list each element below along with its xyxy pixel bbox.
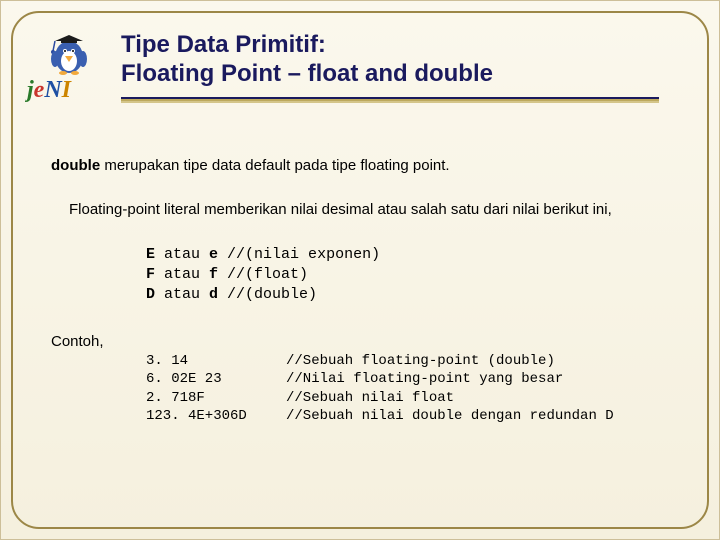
examples-block: Contoh, 3. 14//Sebuah floating-point (do… — [51, 333, 669, 425]
example-value: 6. 02E 23 — [146, 370, 286, 388]
literal-sym: d — [209, 286, 218, 303]
literal-sym: E — [146, 246, 155, 263]
example-label: Contoh, — [51, 333, 669, 350]
example-row: 2. 718F//Sebuah nilai float — [146, 389, 669, 407]
jeni-logo: jeNI — [25, 29, 105, 109]
example-value: 2. 718F — [146, 389, 286, 407]
literal-row: F atau f //(float) — [146, 265, 669, 285]
example-row: 6. 02E 23//Nilai floating-point yang bes… — [146, 370, 669, 388]
example-row: 123. 4E+306D//Sebuah nilai double dengan… — [146, 407, 669, 425]
literal-comment: //(nilai exponen) — [218, 246, 380, 263]
literal-comment: //(double) — [218, 286, 317, 303]
slide: jeNI Tipe Data Primitif: Floating Point … — [0, 0, 720, 540]
example-row: 3. 14//Sebuah floating-point (double) — [146, 352, 669, 370]
example-table: 3. 14//Sebuah floating-point (double)6. … — [146, 352, 669, 425]
title-underline — [121, 97, 659, 101]
literal-sym: D — [146, 286, 155, 303]
title-line-1: Tipe Data Primitif: — [121, 31, 659, 60]
content-area: double merupakan tipe data default pada … — [51, 156, 669, 425]
example-comment: //Sebuah nilai double dengan redundan D — [286, 407, 614, 425]
literal-sym: F — [146, 266, 155, 283]
paragraph-2: Floating-point literal memberikan nilai … — [51, 200, 669, 220]
literal-sym: f — [209, 266, 218, 283]
example-comment: //Nilai floating-point yang besar — [286, 370, 563, 388]
title-block: Tipe Data Primitif: Floating Point – flo… — [121, 31, 659, 101]
literal-comment: //(float) — [218, 266, 308, 283]
literal-mid: atau — [155, 286, 209, 303]
svg-text:jeNI: jeNI — [25, 77, 73, 103]
p1-bold: double — [51, 157, 100, 174]
title-line-2: Floating Point – float and double — [121, 60, 659, 89]
literal-row: E atau e //(nilai exponen) — [146, 245, 669, 265]
literal-row: D atau d //(double) — [146, 285, 669, 305]
literal-mid: atau — [155, 266, 209, 283]
literal-mid: atau — [155, 246, 209, 263]
example-value: 3. 14 — [146, 352, 286, 370]
example-comment: //Sebuah nilai float — [286, 389, 454, 407]
p1-rest: merupakan tipe data default pada tipe fl… — [100, 157, 449, 174]
literal-suffix-list: E atau e //(nilai exponen)F atau f //(fl… — [146, 245, 669, 306]
example-comment: //Sebuah floating-point (double) — [286, 352, 555, 370]
paragraph-1: double merupakan tipe data default pada … — [51, 156, 669, 176]
literal-sym: e — [209, 246, 218, 263]
example-value: 123. 4E+306D — [146, 407, 286, 425]
